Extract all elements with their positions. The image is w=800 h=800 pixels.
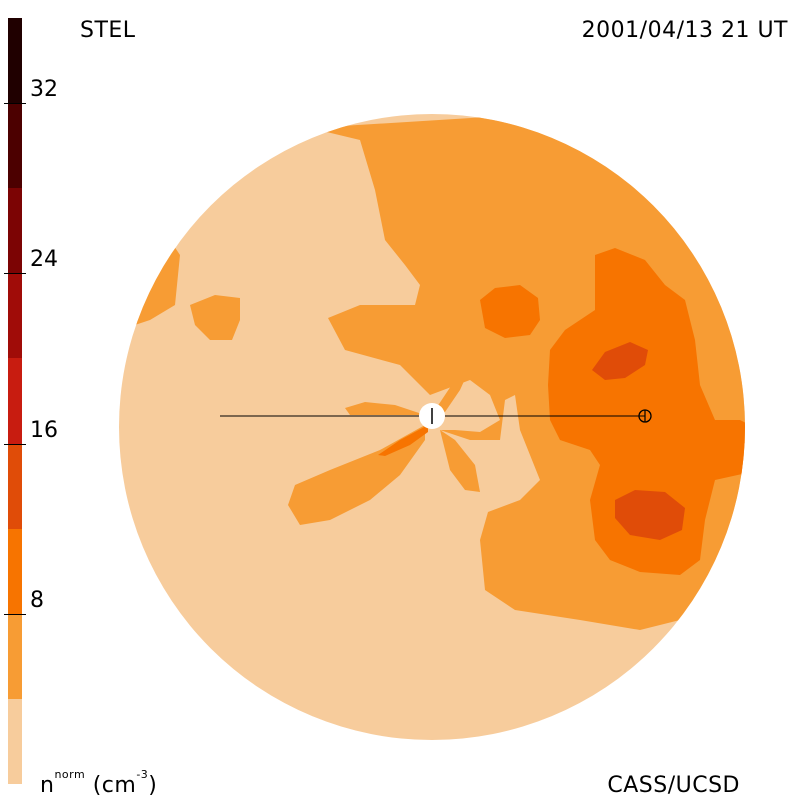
level-8-region-east: [548, 248, 745, 575]
earth-icon: [638, 409, 652, 423]
colorbar-level-6: [8, 188, 22, 274]
colorbar-tick-label-1: 16: [30, 417, 58, 443]
level-12-blob-south: [615, 490, 685, 540]
colorbar-tick-label-2: 24: [30, 247, 58, 273]
level-4-lobe-west: [345, 402, 425, 415]
colorbar-level-5: [8, 273, 22, 359]
colorbar: [8, 18, 22, 784]
colorbar-level-4: [8, 358, 22, 444]
level-8-blob-center: [480, 285, 540, 338]
colorbar-unit-label: nnorm (cm-3): [40, 767, 158, 798]
level-12-blob-north: [592, 342, 648, 380]
colorbar-tick-1: [4, 443, 26, 445]
level-8-lobe-southwest: [378, 425, 428, 456]
colorbar-tick-label-0: 8: [30, 587, 44, 613]
colorbar-level-3: [8, 443, 22, 529]
colorbar-tick-3: [4, 103, 26, 105]
observatory-label: STEL: [80, 18, 136, 43]
level-4-lobe-north: [435, 362, 470, 412]
colorbar-tick-0: [4, 613, 26, 615]
colorbar-level-8: [8, 18, 22, 104]
timestamp-label: 2001/04/13 21 UT: [581, 18, 788, 43]
colorbar-tick-label-3: 32: [30, 77, 58, 103]
colorbar-level-7: [8, 103, 22, 189]
colorbar-level-2: [8, 528, 22, 614]
colorbar-tick-2: [4, 273, 26, 275]
colorbar-level-1: [8, 613, 22, 699]
colorbar-level-0: [8, 698, 22, 784]
level-4-blob-west: [190, 295, 240, 340]
level-4-lobe-south: [440, 430, 480, 492]
credit-label: CASS/UCSD: [607, 773, 740, 798]
